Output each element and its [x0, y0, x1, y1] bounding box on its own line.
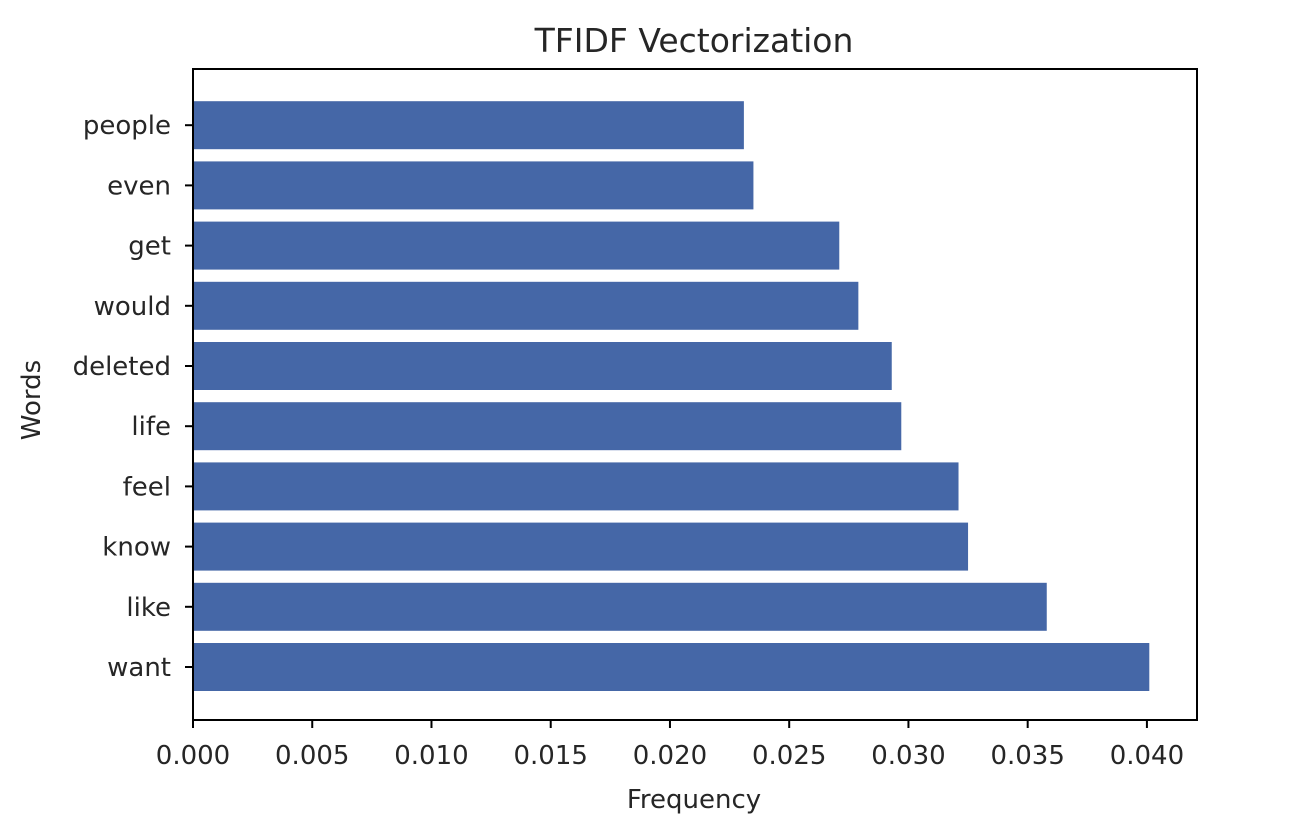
plot-frame [192, 68, 1198, 721]
x-tick-label: 0.000 [156, 741, 230, 771]
y-tick-label: get [128, 232, 171, 262]
bar-know [193, 522, 969, 571]
y-tick-label: feel [123, 472, 171, 502]
y-tick-label: deleted [73, 352, 171, 382]
y-tick-label: want [107, 653, 171, 683]
bar-even [193, 161, 754, 210]
x-tick-label: 0.005 [275, 741, 349, 771]
bar-like [193, 582, 1047, 631]
y-tick-label: know [102, 533, 171, 563]
bars-group [193, 101, 1150, 691]
bar-would [193, 281, 859, 330]
y-axis-label: Words [17, 360, 47, 440]
y-tick-label: people [83, 111, 171, 141]
x-axis: 0.000 0.005 0.010 0.015 0.020 0.025 0.030 0.035… [156, 720, 1184, 771]
x-tick-label: 0.025 [752, 741, 826, 771]
x-tick-label: 0.015 [514, 741, 588, 771]
x-tick-label: 0.020 [633, 741, 707, 771]
y-tick-label: would [94, 292, 171, 322]
y-axis: want like know feel life deleted would get even p… [73, 111, 193, 683]
y-tick-label: even [107, 171, 171, 201]
bar-feel [193, 462, 959, 511]
bar-get [193, 221, 840, 270]
bar-want [193, 643, 1150, 691]
x-tick-label: 0.035 [990, 741, 1064, 771]
x-axis-label: Frequency [627, 785, 761, 815]
y-tick-label: like [126, 593, 171, 623]
y-tick-label: life [131, 412, 171, 442]
bar-life [193, 402, 902, 451]
x-tick-label: 0.010 [394, 741, 468, 771]
x-tick-label: 0.030 [871, 741, 945, 771]
bar-people [193, 101, 744, 150]
x-tick-label: 0.040 [1110, 741, 1184, 771]
bar-deleted [193, 342, 892, 390]
chart-title: TFIDF Vectorization [534, 21, 854, 60]
